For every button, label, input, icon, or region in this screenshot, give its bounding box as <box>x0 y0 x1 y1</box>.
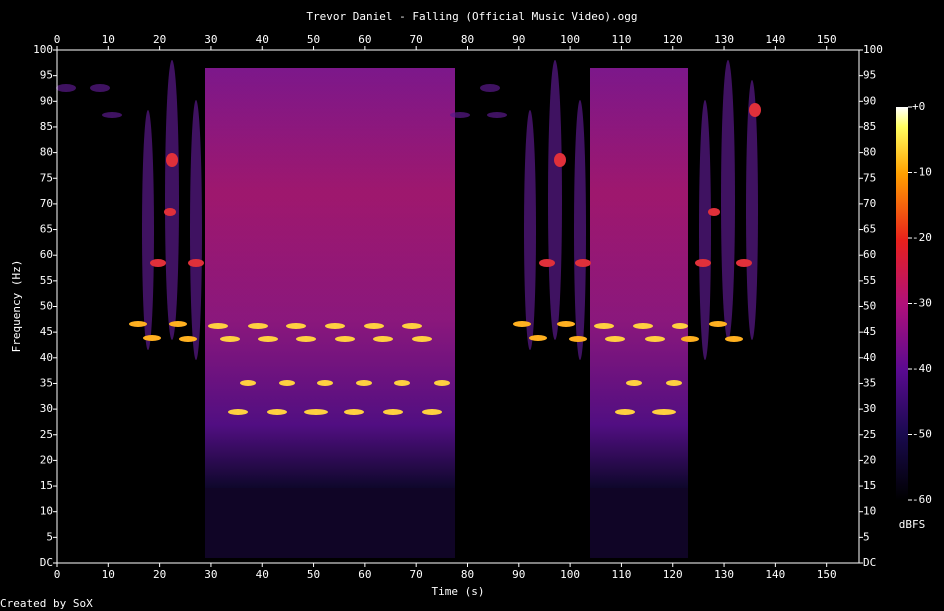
colorbar-label: dBFS <box>899 518 926 531</box>
x-tick-label-top: 0 <box>54 33 61 46</box>
y-tick-label: 25 <box>40 428 53 441</box>
y-tick-label-right: 50 <box>863 300 876 313</box>
x-tick-label-top: 40 <box>256 33 269 46</box>
y-tick-label-right: 35 <box>863 376 876 389</box>
y-tick-label: 5 <box>46 530 53 543</box>
y-tick-label: 50 <box>40 300 53 313</box>
y-tick-label: 95 <box>40 69 53 82</box>
y-tick-label-right: DC <box>863 556 876 569</box>
y-tick-label-right: 65 <box>863 223 876 236</box>
x-tick-label: 10 <box>102 568 115 581</box>
y-tick-label-right: 10 <box>863 505 876 518</box>
y-tick-label-right: 20 <box>863 453 876 466</box>
x-tick-label-top: 30 <box>204 33 217 46</box>
x-tick-label: 20 <box>153 568 166 581</box>
y-tick-label: 100 <box>33 43 53 56</box>
x-tick-label-top: 50 <box>307 33 320 46</box>
y-tick-label-right: 55 <box>863 274 876 287</box>
x-tick-label: 0 <box>54 568 61 581</box>
x-axis-label: Time (s) <box>432 585 485 598</box>
x-tick-label-top: 120 <box>663 33 683 46</box>
x-tick-label: 90 <box>512 568 525 581</box>
y-tick-label: 40 <box>40 351 53 364</box>
y-tick-label-right: 85 <box>863 120 876 133</box>
x-tick-label: 150 <box>817 568 837 581</box>
x-tick-label: 80 <box>461 568 474 581</box>
y-tick-label: 35 <box>40 376 53 389</box>
y-tick-label-right: 95 <box>863 69 876 82</box>
footer: Created by SoX <box>0 597 93 610</box>
x-tick-label: 60 <box>358 568 371 581</box>
x-tick-label: 70 <box>410 568 423 581</box>
x-tick-label-top: 80 <box>461 33 474 46</box>
x-tick-label: 120 <box>663 568 683 581</box>
x-tick-label-top: 20 <box>153 33 166 46</box>
y-tick-label-right: 25 <box>863 428 876 441</box>
y-tick-label: 80 <box>40 146 53 159</box>
x-tick-label-top: 130 <box>714 33 734 46</box>
x-tick-label-top: 10 <box>102 33 115 46</box>
y-tick-label-right: 5 <box>863 530 870 543</box>
y-tick-label-right: 60 <box>863 248 876 261</box>
x-tick-label-top: 140 <box>765 33 785 46</box>
x-tick-label: 110 <box>611 568 631 581</box>
y-tick-label: 85 <box>40 120 53 133</box>
colorbar-tick-label: -50 <box>912 428 932 441</box>
colorbar-tick-label: -20 <box>912 231 932 244</box>
x-tick-label: 100 <box>560 568 580 581</box>
x-tick-label-top: 90 <box>512 33 525 46</box>
y-tick-label: 65 <box>40 223 53 236</box>
y-tick-label: 70 <box>40 197 53 210</box>
x-tick-label: 50 <box>307 568 320 581</box>
x-tick-label-top: 110 <box>611 33 631 46</box>
y-axis-label: Frequency (Hz) <box>10 260 23 353</box>
colorbar-tick-label: -60 <box>912 493 932 506</box>
y-tick-label-right: 15 <box>863 479 876 492</box>
x-tick-label-top: 60 <box>358 33 371 46</box>
x-tick-label: 30 <box>204 568 217 581</box>
colorbar-tick-label: +0 <box>912 100 925 113</box>
x-tick-label-top: 150 <box>817 33 837 46</box>
chart-title: Trevor Daniel - Falling (Official Music … <box>306 10 637 23</box>
y-tick-label-right: 80 <box>863 146 876 159</box>
colorbar-tick-label: -10 <box>912 166 932 179</box>
x-tick-label-top: 70 <box>410 33 423 46</box>
x-tick-label: 140 <box>765 568 785 581</box>
y-tick-label: 10 <box>40 505 53 518</box>
y-tick-label-right: 30 <box>863 402 876 415</box>
y-tick-label-right: 45 <box>863 325 876 338</box>
y-tick-label: 60 <box>40 248 53 261</box>
y-tick-label: 90 <box>40 94 53 107</box>
y-tick-label: 20 <box>40 453 53 466</box>
colorbar-tick-label: -40 <box>912 362 932 375</box>
colorbar <box>896 107 908 500</box>
x-tick-label: 130 <box>714 568 734 581</box>
y-tick-label: 30 <box>40 402 53 415</box>
y-tick-label: 75 <box>40 171 53 184</box>
x-tick-label-top: 100 <box>560 33 580 46</box>
y-tick-label-right: 75 <box>863 171 876 184</box>
y-tick-label: 15 <box>40 479 53 492</box>
spectrogram-image <box>56 60 761 558</box>
y-tick-label: DC <box>40 556 53 569</box>
x-tick-label: 40 <box>256 568 269 581</box>
y-tick-label: 45 <box>40 325 53 338</box>
y-tick-label-right: 90 <box>863 94 876 107</box>
y-tick-label: 55 <box>40 274 53 287</box>
colorbar-tick-label: -30 <box>912 297 932 310</box>
y-tick-label-right: 100 <box>863 43 883 56</box>
y-tick-label-right: 70 <box>863 197 876 210</box>
y-tick-label-right: 40 <box>863 351 876 364</box>
